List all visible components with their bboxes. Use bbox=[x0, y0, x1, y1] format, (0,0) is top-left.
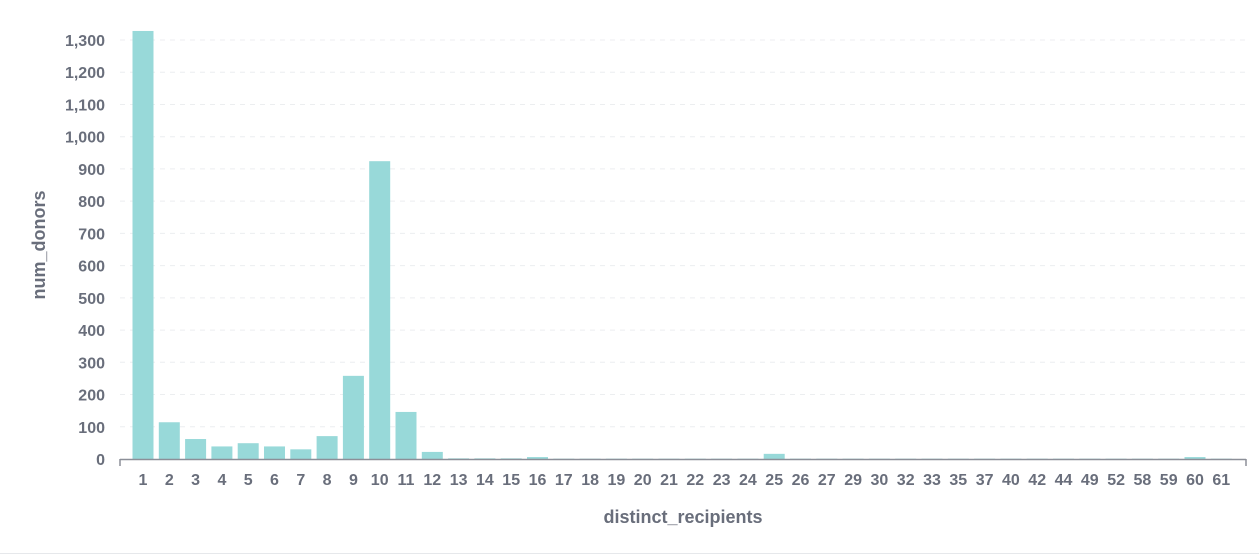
x-tick-label: 21 bbox=[660, 472, 678, 489]
bar-10[interactable] bbox=[369, 161, 391, 460]
bar-60[interactable] bbox=[1184, 457, 1206, 459]
y-tick-label: 1,100 bbox=[65, 97, 105, 114]
y-tick-label: 200 bbox=[78, 388, 105, 405]
x-tick-label: 26 bbox=[792, 472, 810, 489]
x-tick-label: 35 bbox=[949, 472, 967, 489]
y-tick-label: 700 bbox=[78, 226, 105, 243]
x-tick-label: 2 bbox=[165, 472, 174, 489]
bar-12[interactable] bbox=[421, 451, 443, 459]
y-tick-label: 300 bbox=[78, 355, 105, 372]
y-tick-label: 500 bbox=[78, 291, 105, 308]
bars bbox=[132, 30, 1232, 460]
bar-3[interactable] bbox=[185, 439, 207, 459]
x-tick-label: 13 bbox=[450, 472, 468, 489]
bar-8[interactable] bbox=[316, 436, 338, 459]
bar-16[interactable] bbox=[527, 457, 548, 459]
x-tick-label: 20 bbox=[634, 472, 652, 489]
x-tick-label: 4 bbox=[217, 472, 226, 489]
y-tick-label: 1,300 bbox=[65, 33, 105, 50]
x-tick-label: 19 bbox=[608, 472, 626, 489]
gridlines bbox=[120, 39, 1246, 428]
y-tick-label: 800 bbox=[78, 194, 105, 211]
x-tick-label: 3 bbox=[191, 472, 200, 489]
x-tick-label: 60 bbox=[1186, 472, 1204, 489]
x-tick-label: 18 bbox=[581, 472, 599, 489]
x-tick-label: 10 bbox=[371, 472, 389, 489]
x-tick-label: 32 bbox=[897, 472, 915, 489]
x-tick-label: 11 bbox=[398, 472, 415, 489]
x-tick-label: 5 bbox=[244, 472, 253, 489]
y-tick-label: 900 bbox=[78, 162, 105, 179]
y-tick-label: 1,200 bbox=[65, 65, 105, 82]
bar-25[interactable] bbox=[763, 453, 785, 459]
x-tick-label: 33 bbox=[923, 472, 941, 489]
bar-5[interactable] bbox=[237, 443, 259, 459]
x-tick-label: 6 bbox=[270, 472, 279, 489]
x-tick-label: 29 bbox=[844, 472, 862, 489]
x-tick-label: 27 bbox=[818, 472, 836, 489]
x-tick-label: 8 bbox=[323, 472, 332, 489]
bar-6[interactable] bbox=[264, 446, 285, 459]
x-tick-label: 17 bbox=[555, 472, 573, 489]
bar-7[interactable] bbox=[290, 449, 312, 459]
x-axis-ticks: 1 2 3 4 5 6 7 8 9 10 11 12 13 14 15 16 17 18 19 20 21 22 23 24 2… bbox=[139, 472, 1231, 489]
bar-4[interactable] bbox=[211, 446, 233, 459]
x-tick-label: 30 bbox=[871, 472, 889, 489]
bar-1[interactable] bbox=[132, 30, 154, 460]
x-tick-label: 37 bbox=[976, 472, 994, 489]
x-tick-label: 7 bbox=[296, 472, 305, 489]
x-tick-label: 1 bbox=[139, 472, 148, 489]
x-tick-label: 44 bbox=[1055, 472, 1073, 489]
y-tick-label: 0 bbox=[96, 452, 105, 469]
x-tick-label: 49 bbox=[1081, 472, 1099, 489]
x-tick-label: 12 bbox=[423, 472, 441, 489]
x-tick-label: 25 bbox=[765, 472, 783, 489]
x-tick-label: 52 bbox=[1107, 472, 1125, 489]
x-tick-label: 14 bbox=[476, 472, 494, 489]
y-axis-ticks: 0 100 200 300 400 500 600 700 800 900 1,000 1,100 1,… bbox=[65, 33, 105, 469]
y-tick-label: 100 bbox=[78, 420, 105, 437]
bar-2[interactable] bbox=[158, 422, 180, 459]
x-tick-label: 15 bbox=[502, 472, 520, 489]
x-tick-label: 58 bbox=[1134, 472, 1152, 489]
x-axis-label: distinct_recipients bbox=[603, 507, 762, 527]
y-tick-label: 600 bbox=[78, 259, 105, 276]
bar-9[interactable] bbox=[342, 375, 364, 459]
x-tick-label: 16 bbox=[529, 472, 547, 489]
divider bbox=[0, 553, 1259, 554]
y-tick-label: 400 bbox=[78, 323, 105, 340]
x-tick-label: 61 bbox=[1212, 472, 1230, 489]
y-tick-label: 1,000 bbox=[65, 130, 105, 147]
x-tick-label: 24 bbox=[739, 472, 757, 489]
x-tick-label: 22 bbox=[686, 472, 704, 489]
y-axis-label: num_donors bbox=[29, 190, 49, 299]
bar-11[interactable] bbox=[395, 411, 417, 459]
x-tick-label: 40 bbox=[1002, 472, 1020, 489]
x-tick-label: 9 bbox=[349, 472, 358, 489]
x-tick-label: 23 bbox=[713, 472, 731, 489]
x-tick-label: 42 bbox=[1028, 472, 1046, 489]
x-tick-label: 59 bbox=[1160, 472, 1178, 489]
